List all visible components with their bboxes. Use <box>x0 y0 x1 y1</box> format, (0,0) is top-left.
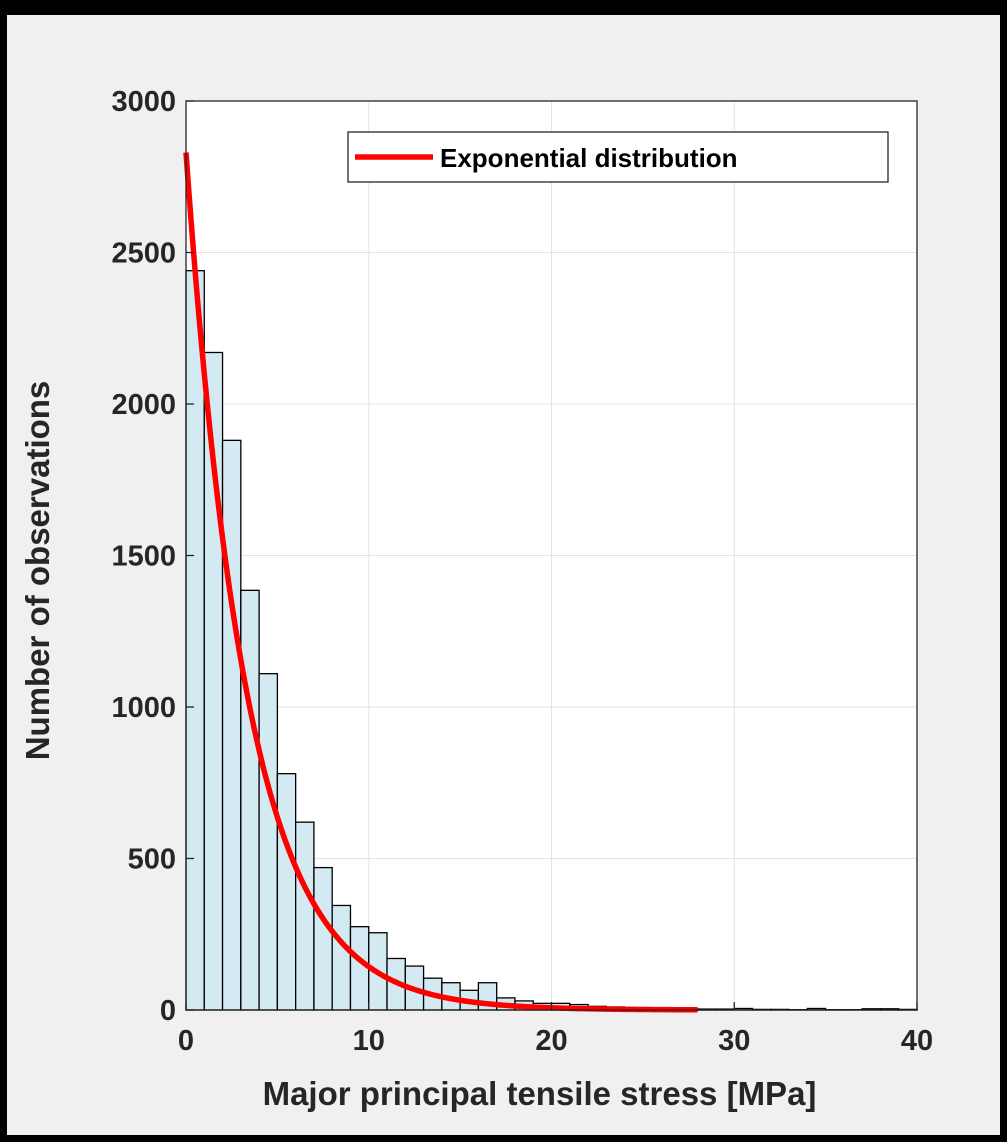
y-axis-title: Number of observations <box>19 381 56 761</box>
histogram-bar <box>185 270 205 1011</box>
histogram-bar <box>294 821 315 1011</box>
legend-box <box>347 131 889 183</box>
histogram-bar <box>349 926 370 1011</box>
x-axis-title: Major principal tensile stress [MPa] <box>263 1075 817 1112</box>
y-tick-label: 2000 <box>111 389 176 421</box>
y-tick-label: 0 <box>160 995 176 1027</box>
x-tick-label: 40 <box>901 1025 933 1057</box>
y-tick-label: 2500 <box>111 238 176 270</box>
histogram-chart: 0 10 20 30 40 0 500 1000 1500 2000 2500 3000 Major p… <box>19 86 933 1112</box>
histogram-bar <box>240 589 260 1011</box>
legend-label: Exponential distribution <box>440 143 738 173</box>
exponential-fit-line <box>183 152 698 1013</box>
histogram-bar <box>258 673 279 1011</box>
y-tick-label: 500 <box>128 844 176 876</box>
x-tick-label: 0 <box>178 1025 194 1057</box>
figure-window: 0 10 20 30 40 0 500 1000 1500 2000 2500 3000 Major p… <box>7 15 1000 1135</box>
histogram-bar <box>313 866 333 1011</box>
histogram-bar <box>331 904 352 1011</box>
x-tick-label: 30 <box>718 1025 750 1057</box>
x-tick-label: 20 <box>535 1025 567 1057</box>
y-tick-label: 1500 <box>111 541 176 573</box>
histogram-bar <box>276 773 297 1011</box>
y-tick-label: 1000 <box>111 692 176 724</box>
y-tick-label: 3000 <box>111 86 176 118</box>
x-tick-label: 10 <box>353 1025 385 1057</box>
histogram-bar <box>221 439 242 1011</box>
